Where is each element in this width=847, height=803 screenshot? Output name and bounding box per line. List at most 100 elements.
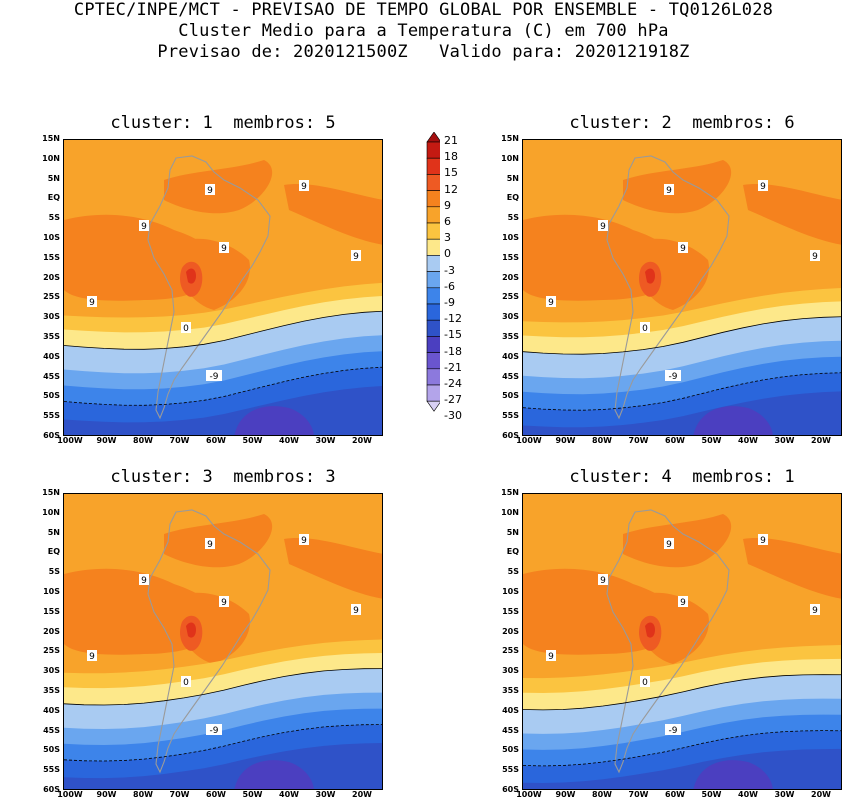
contour-label: 9 — [207, 540, 213, 550]
lat-tick-label: EQ — [506, 193, 519, 203]
lon-tick-label: 30W — [774, 436, 795, 445]
temperature-band — [623, 514, 732, 568]
colorbar-level-label: 21 — [444, 134, 458, 147]
colorbar-level-label: -15 — [444, 328, 462, 342]
lon-tick-label: 90W — [555, 790, 576, 799]
lon-tick-label: 80W — [592, 436, 612, 445]
lon-tick-label: 30W — [774, 790, 795, 799]
contour-label-box — [665, 370, 681, 381]
temperature-band — [284, 184, 382, 245]
panel-1-map: 9 9 9 9 9 9 0 -9 — [63, 139, 383, 436]
lat-tick-label: 55S — [43, 765, 60, 775]
contour-zero — [523, 674, 841, 711]
lon-tick-label: 30W — [315, 790, 336, 799]
contour-zero — [64, 668, 382, 706]
lon-tick-label: 70W — [169, 790, 190, 799]
lon-tick-label: 20W — [811, 790, 831, 799]
panel-4-title: cluster: 4 membros: 1 — [569, 467, 795, 487]
colorbar-level-label: -18 — [444, 344, 462, 358]
panel-4-map: 9 9 9 9 9 9 0 -9 — [522, 493, 842, 790]
lat-tick-label: 50S — [502, 391, 519, 401]
figure-header: CPTEC/INPE/MCT - PREVISAO DE TEMPO GLOBA… — [0, 0, 847, 63]
contour-label: 9 — [666, 540, 672, 550]
colorbar-level-label: 15 — [444, 166, 458, 180]
colorbar-level-label: -3 — [444, 263, 455, 277]
lat-tick-label: 25S — [43, 646, 60, 656]
temperature-band — [645, 622, 655, 638]
contour-label-box — [664, 538, 674, 549]
contour-label-box — [351, 250, 361, 261]
temperature-band — [623, 160, 732, 214]
lat-tick-label: 25S — [502, 292, 519, 302]
panel-3-title: cluster: 3 membros: 3 — [110, 467, 336, 487]
contour-label-box — [299, 180, 309, 191]
contour-label-box — [810, 250, 820, 261]
temperature-band — [645, 268, 655, 284]
lat-tick-label: 15N — [42, 488, 60, 497]
lat-tick-label: 20S — [502, 272, 519, 282]
colorbar-level-label: -21 — [444, 360, 462, 374]
lon-tick-label: 80W — [133, 436, 153, 445]
contour-label: -9 — [669, 726, 678, 736]
lat-tick-label: 45S — [502, 371, 519, 381]
contour-label-box — [87, 650, 97, 661]
contour-label: 0 — [642, 678, 648, 688]
header-line-3: Previsao de: 2020121500Z Valido para: 20… — [157, 42, 690, 62]
lon-tick-label: 80W — [592, 790, 612, 799]
lat-tick-label: 50S — [502, 745, 519, 755]
colorbar-swatch — [426, 303, 440, 321]
contour-label: 9 — [760, 182, 766, 192]
lat-tick-label: 15N — [501, 488, 519, 497]
lat-tick-label: 45S — [502, 725, 519, 735]
contour-label-box — [758, 534, 768, 545]
contour-label-box — [665, 724, 681, 735]
lat-tick-label: 20S — [43, 272, 60, 282]
contour-label-box — [206, 370, 222, 381]
contour-label-box — [87, 296, 97, 307]
lat-tick-label: 35S — [43, 686, 60, 695]
lon-tick-label: 40W — [279, 790, 299, 799]
lon-tick-label: 40W — [738, 436, 758, 445]
lat-tick-label: 5N — [506, 173, 519, 183]
lon-tick-label: 60W — [665, 790, 685, 799]
contour-label-box — [205, 538, 215, 549]
contour-label-box — [758, 180, 768, 191]
contour-label: 9 — [89, 298, 95, 308]
lat-tick-label: 10S — [502, 233, 519, 242]
colorbar-swatch — [426, 255, 440, 272]
colorbar-level-label: -24 — [444, 377, 462, 390]
lat-tick-label: 5S — [48, 213, 60, 223]
lat-tick-label: 40S — [43, 705, 60, 715]
colorbar-level-label: 12 — [444, 182, 458, 196]
lat-tick-label: 15S — [502, 252, 519, 262]
contour-label: 9 — [221, 598, 227, 608]
contour-label-box — [181, 322, 191, 333]
lat-tick-label: 5N — [47, 173, 60, 183]
panel-2-map: 9 9 9 9 9 9 0 -9 — [522, 139, 842, 436]
colorbar-swatch — [426, 336, 440, 353]
temperature-band — [164, 160, 273, 214]
lat-tick-label: 60S — [43, 431, 60, 440]
lat-tick-label: 40S — [502, 351, 519, 361]
temperature-band — [186, 622, 196, 638]
colorbar-level-label: 18 — [444, 150, 458, 164]
temperature-band — [284, 538, 382, 599]
coastline — [147, 155, 271, 420]
lat-tick-label: 35S — [502, 686, 519, 695]
contour-label-box — [351, 604, 361, 615]
lat-tick-label: 15S — [43, 252, 60, 262]
contour-label-box — [598, 574, 608, 585]
lat-tick-label: 5N — [506, 527, 519, 537]
temperature-band — [743, 184, 841, 245]
colorbar-swatch — [426, 206, 440, 224]
colorbar-swatch — [426, 174, 440, 191]
contour-label-box — [181, 676, 191, 687]
contour-label: 0 — [183, 678, 189, 688]
lat-tick-label: 30S — [502, 666, 519, 676]
contour-label: 9 — [812, 252, 818, 262]
lat-tick-label: 15S — [43, 606, 60, 616]
lat-tick-label: 10N — [501, 507, 519, 517]
lat-tick-label: 20S — [43, 626, 60, 636]
colorbar-level-label: -12 — [444, 312, 462, 326]
contour-label: 9 — [812, 606, 818, 616]
